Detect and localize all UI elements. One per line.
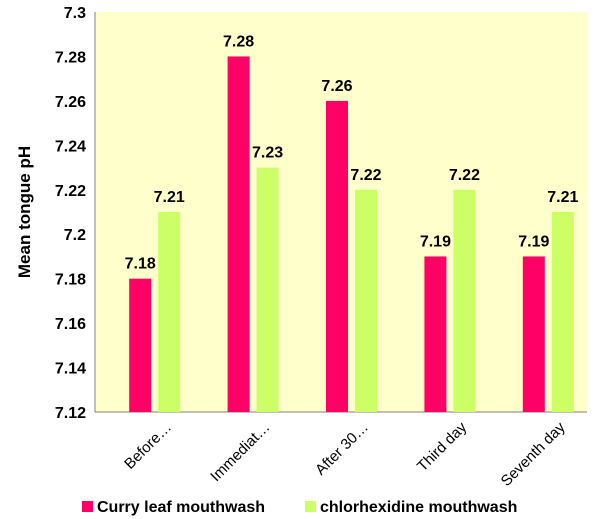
data-label: 7.28	[223, 33, 254, 50]
bar-chlorhexidine	[158, 212, 181, 412]
bar-curry-leaf	[227, 56, 250, 412]
bar-curry-leaf	[522, 256, 545, 412]
data-label: 7.21	[547, 189, 578, 206]
legend-label-chlorhexidine: chlorhexidine mouthwash	[320, 499, 517, 516]
legend-swatch-curry-leaf	[82, 501, 93, 512]
legend: Curry leaf mouthwash chlorhexidine mouth…	[82, 499, 517, 516]
data-label: 7.23	[252, 145, 283, 162]
data-label: 7.22	[350, 167, 381, 184]
y-tick-label: 7.26	[55, 94, 86, 111]
data-label: 7.19	[420, 233, 451, 250]
data-label: 7.22	[449, 167, 480, 184]
bar-curry-leaf	[326, 100, 348, 412]
y-tick-label: 7.28	[55, 49, 86, 66]
bar-chlorhexidine	[551, 212, 574, 412]
bar-curry-leaf	[129, 278, 152, 412]
y-tick-label: 7.24	[55, 138, 86, 155]
category-label: Seventh day	[498, 418, 569, 489]
y-tick-label: 7.3	[64, 5, 86, 22]
category-label: Before…	[121, 419, 175, 473]
bar-chlorhexidine	[355, 189, 377, 412]
y-tick-label: 7.22	[55, 183, 86, 200]
category-label: After 30…	[312, 419, 372, 479]
legend-swatch-chlorhexidine	[305, 501, 316, 512]
data-label: 7.21	[154, 189, 185, 206]
y-tick-label: 7.12	[55, 405, 86, 422]
y-tick-label: 7.18	[55, 272, 86, 289]
y-tick-label: 7.2	[64, 227, 86, 244]
category-label: Third day	[414, 418, 471, 475]
y-tick-label: 7.14	[55, 361, 86, 378]
y-tick-label: 7.16	[55, 316, 86, 333]
data-label: 7.26	[321, 78, 352, 95]
bar-curry-leaf	[424, 256, 447, 412]
category-label: Immediat…	[207, 419, 273, 485]
bar-chlorhexidine	[453, 189, 476, 412]
data-label: 7.18	[125, 256, 156, 273]
data-label: 7.19	[518, 233, 549, 250]
y-axis-title: Mean tongue pH	[15, 146, 34, 278]
legend-label-curry-leaf: Curry leaf mouthwash	[97, 499, 265, 516]
bar-chlorhexidine	[256, 167, 279, 412]
